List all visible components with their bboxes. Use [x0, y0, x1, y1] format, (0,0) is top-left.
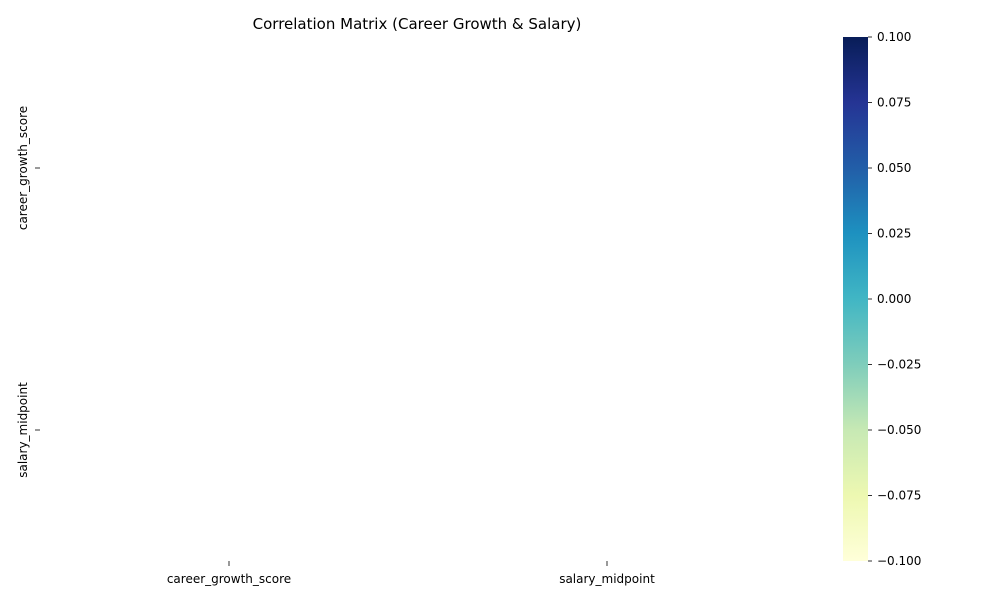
x-tick-label: salary_midpoint	[559, 572, 655, 586]
colorbar-tick-label: 0.075	[877, 96, 911, 110]
x-axis-ticks: career_growth_score salary_midpoint	[167, 561, 655, 586]
x-tick-label: career_growth_score	[167, 572, 291, 586]
colorbar-ticks: 0.100 0.075 0.050 0.025 0.000 −0.025 −0.050 −0.…	[868, 30, 921, 568]
colorbar-tick-label: 0.025	[877, 227, 911, 241]
colorbar-tick-label: −0.100	[877, 554, 921, 568]
heatmap-cell	[40, 299, 418, 561]
colorbar	[843, 37, 868, 561]
y-axis-ticks: career_growth_score salary_midpoint	[16, 106, 40, 478]
colorbar-tick-label: 0.000	[877, 292, 911, 306]
heatmap-plot-area	[40, 37, 796, 561]
colorbar-tick-label: −0.025	[877, 358, 921, 372]
heatmap-cell	[418, 37, 796, 299]
colorbar-tick-label: −0.050	[877, 423, 921, 437]
y-tick-label: salary_midpoint	[16, 382, 30, 478]
y-tick-label: career_growth_score	[16, 106, 30, 230]
chart-title: Correlation Matrix (Career Growth & Sala…	[253, 15, 582, 33]
heatmap-cell	[418, 299, 796, 561]
colorbar-tick-label: 0.100	[877, 30, 911, 44]
heatmap-cell	[40, 37, 418, 299]
colorbar-tick-label: −0.075	[877, 489, 921, 503]
colorbar-tick-label: 0.050	[877, 161, 911, 175]
